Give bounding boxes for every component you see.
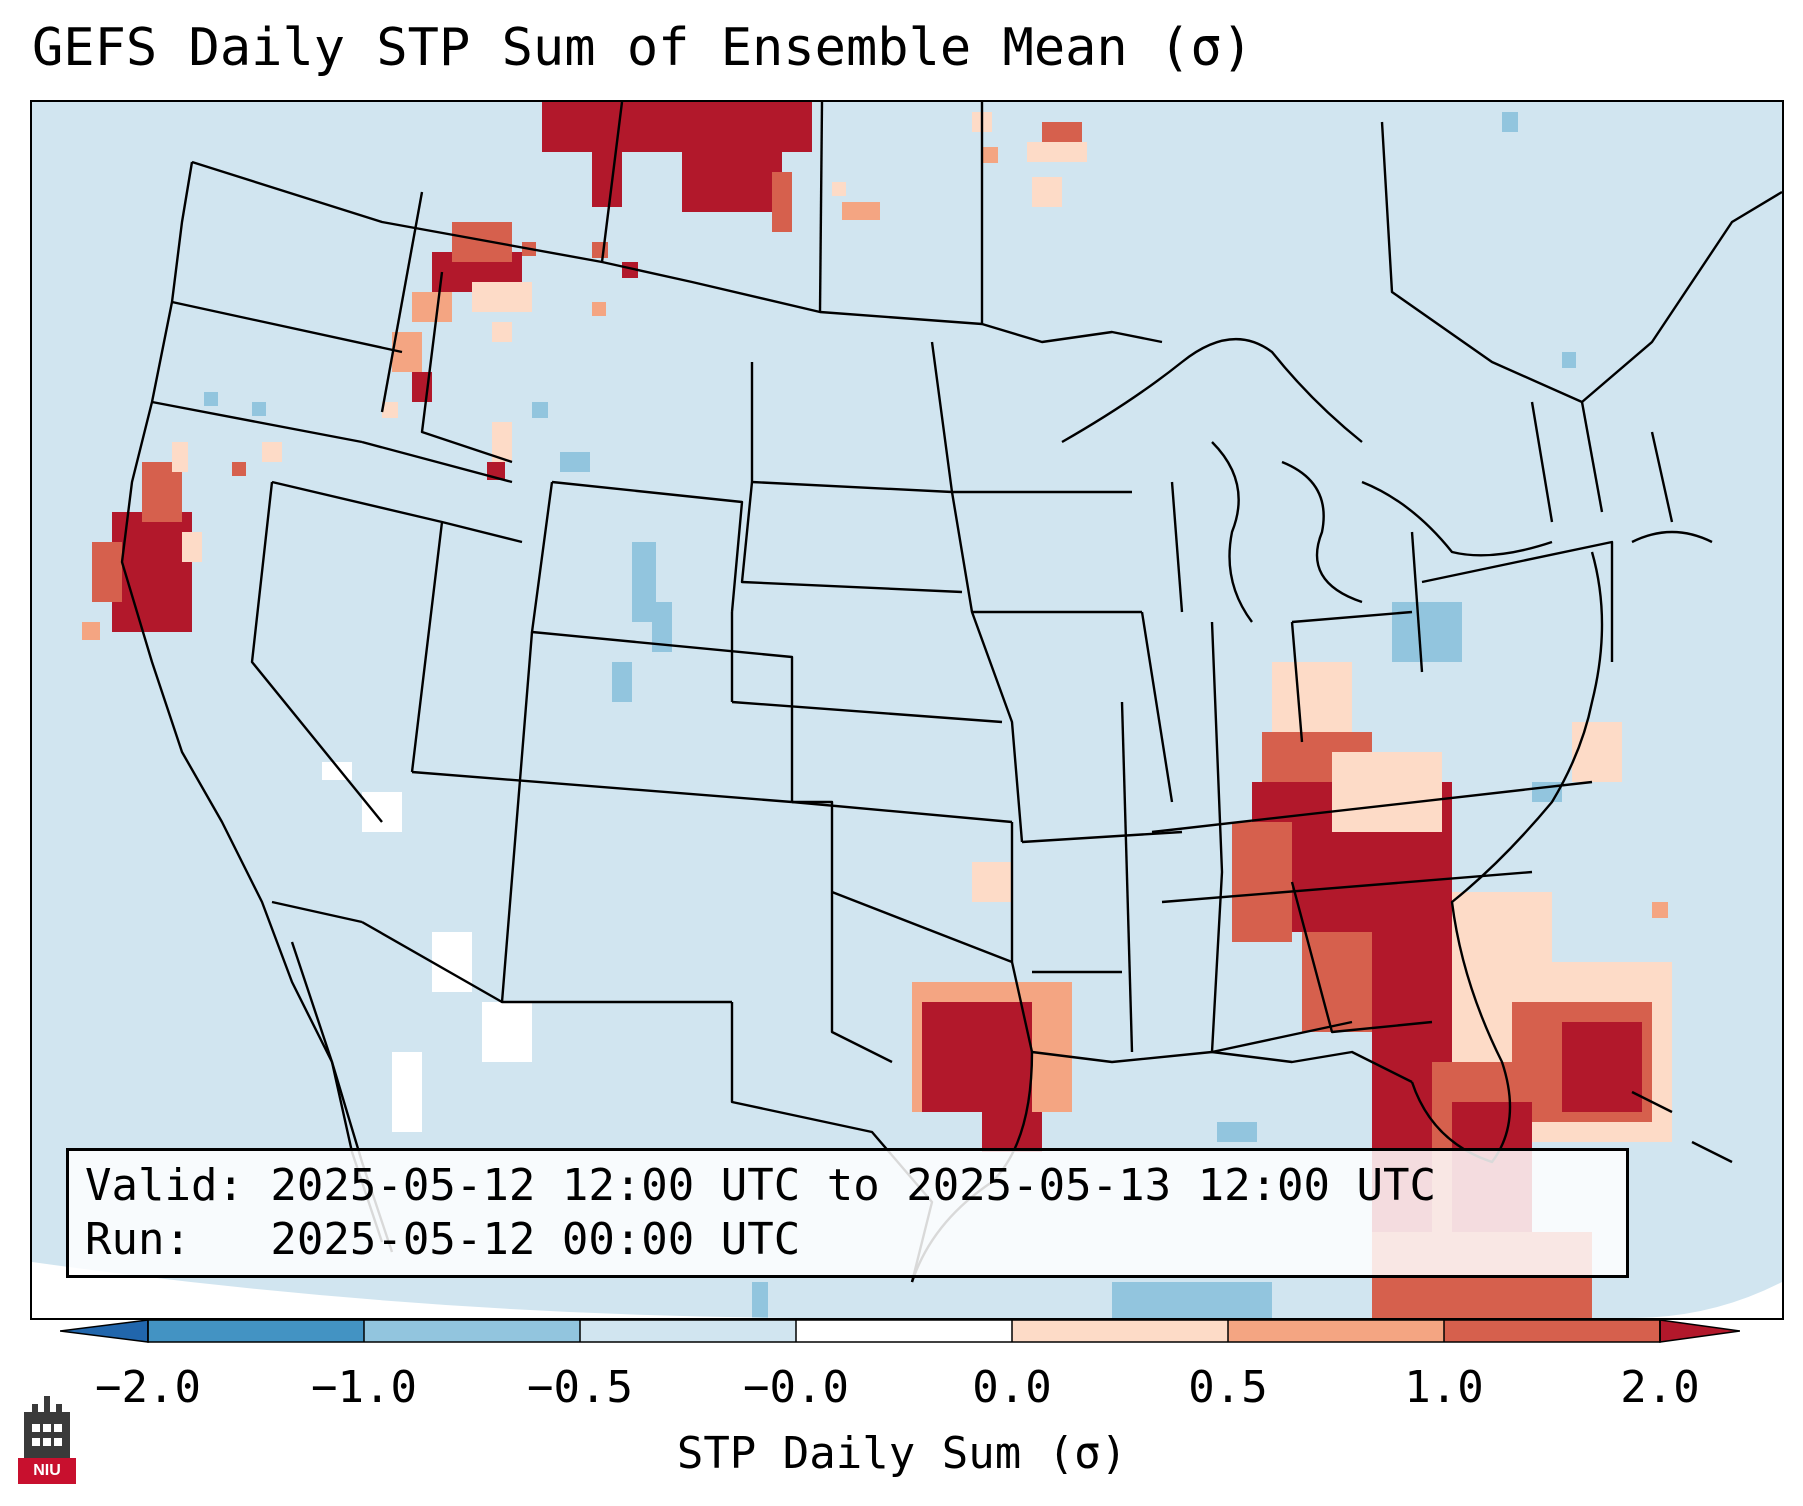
colorbar-segment-4 — [796, 1320, 1012, 1342]
stp-shading — [82, 102, 1672, 1318]
colorbar-segment-5 — [1012, 1320, 1228, 1342]
colorbar-extend-low — [60, 1319, 149, 1343]
colorbar-segment-3 — [580, 1320, 796, 1342]
colorbar-extend-high — [1659, 1319, 1740, 1343]
colorbar-segment-1 — [148, 1320, 364, 1342]
colorbar — [60, 1319, 1740, 1343]
colorbar-segment-2 — [364, 1320, 580, 1342]
niu-logo: NIU — [18, 1392, 76, 1484]
colorbar-tick-label: −0.0 — [743, 1362, 849, 1413]
colorbar-tick-label: 0.0 — [972, 1362, 1052, 1413]
colorbar-tick-label: −2.0 — [95, 1362, 201, 1413]
logo-text: NIU — [33, 1462, 61, 1479]
colorbar-segment-6 — [1228, 1320, 1444, 1342]
colorbar-tick-label: 2.0 — [1620, 1362, 1700, 1413]
colorbar-label: STP Daily Sum (σ) — [676, 1428, 1128, 1479]
valid-time-text: Valid: 2025-05-12 12:00 UTC to 2025-05-1… — [85, 1160, 1437, 1211]
colorbar-tick-label: 0.5 — [1188, 1362, 1268, 1413]
colorbar-segment-7 — [1444, 1320, 1660, 1342]
run-time-text: Run: 2025-05-12 00:00 UTC — [85, 1214, 801, 1265]
colorbar-tick-label: 1.0 — [1404, 1362, 1484, 1413]
chart-title: GEFS Daily STP Sum of Ensemble Mean (σ) — [32, 18, 1253, 78]
castle-icon — [18, 1396, 76, 1484]
validity-info-box: Valid: 2025-05-12 12:00 UTC to 2025-05-1… — [66, 1148, 1629, 1278]
colorbar-tick-label: −1.0 — [311, 1362, 417, 1413]
map-panel — [30, 100, 1784, 1320]
colorbar-tick-label: −0.5 — [527, 1362, 633, 1413]
state-boundaries — [120, 102, 1782, 1283]
map-canvas — [32, 102, 1782, 1318]
